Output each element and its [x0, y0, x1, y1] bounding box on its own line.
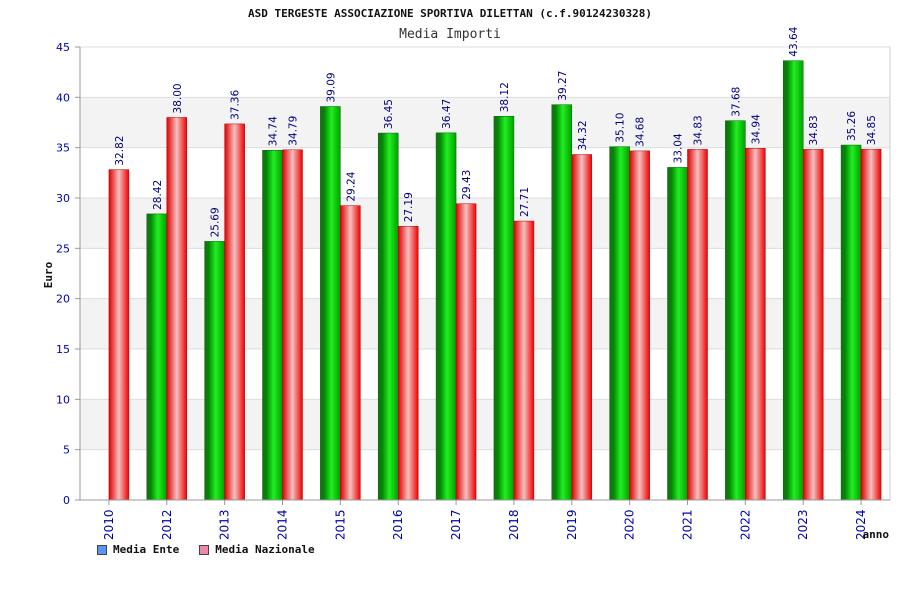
- bar-media-ente: [609, 146, 630, 501]
- bar-media-ente: [262, 150, 283, 501]
- data-label-media-nazionale: 34.83: [693, 115, 705, 145]
- grid-band: [80, 248, 890, 299]
- x-tick-label: 2013: [218, 509, 232, 540]
- bar-media-nazionale: [802, 149, 824, 501]
- grid-band: [80, 349, 890, 400]
- data-label-media-ente: 37.68: [730, 87, 742, 117]
- data-label-media-ente: 38.12: [499, 82, 511, 112]
- bar-media-ente: [204, 241, 225, 501]
- bar-media-ente: [667, 167, 688, 501]
- x-tick-label: 2018: [507, 509, 521, 540]
- data-label-media-nazionale: 38.00: [172, 83, 184, 113]
- data-label-media-nazionale: 34.79: [288, 116, 300, 146]
- legend-swatch-media-nazionale: [199, 544, 210, 555]
- bar-media-nazionale: [108, 169, 130, 501]
- data-label-media-nazionale: 27.19: [403, 192, 415, 222]
- y-tick-label: 5: [63, 444, 70, 457]
- grid-band: [80, 47, 890, 98]
- bar-media-ente: [435, 132, 457, 501]
- bar-media-nazionale: [571, 154, 593, 501]
- chart-subtitle: Media Importi: [399, 27, 501, 42]
- x-tick-label: 2024: [854, 509, 868, 540]
- y-tick-label: 25: [56, 242, 70, 255]
- data-label-media-nazionale: 37.36: [230, 90, 242, 120]
- x-axis-label: anno: [863, 528, 890, 541]
- y-tick-label: 35: [56, 142, 70, 155]
- y-tick-label: 20: [56, 293, 70, 306]
- bar-media-nazionale: [224, 123, 245, 501]
- y-tick-label: 40: [56, 91, 70, 104]
- grid-band: [80, 147, 890, 198]
- bar-media-nazionale: [397, 226, 419, 501]
- bar-media-nazionale: [745, 148, 766, 501]
- bar-media-ente: [146, 213, 168, 501]
- data-label-media-ente: 35.10: [615, 113, 627, 143]
- data-label-media-ente: 25.69: [210, 207, 222, 237]
- grid-band: [80, 399, 890, 450]
- bar-media-ente: [320, 106, 341, 501]
- bar-media-nazionale: [166, 117, 188, 501]
- grid-band: [80, 298, 890, 349]
- bar-media-nazionale: [455, 203, 477, 501]
- y-axis-label: Euro: [42, 261, 55, 288]
- y-tick-label: 30: [56, 192, 70, 205]
- x-tick-label: 2021: [681, 509, 695, 540]
- x-tick-label: 2010: [102, 509, 116, 540]
- data-label-media-nazionale: 29.43: [461, 170, 473, 200]
- data-label-media-ente: 39.27: [557, 71, 569, 101]
- x-tick-label: 2015: [333, 509, 347, 540]
- data-label-media-nazionale: 34.83: [808, 115, 820, 145]
- grid-band: [80, 97, 890, 148]
- bar-media-ente: [551, 104, 573, 501]
- legend-label-media-ente: Media Ente: [113, 543, 180, 556]
- data-label-media-nazionale: 34.68: [635, 117, 647, 147]
- data-label-media-nazionale: 34.32: [577, 120, 589, 150]
- data-label-media-nazionale: 34.94: [750, 114, 762, 144]
- bar-media-ente: [725, 120, 746, 501]
- data-label-media-nazionale: 27.71: [519, 187, 531, 217]
- bar-media-nazionale: [629, 150, 650, 501]
- bar-media-nazionale: [687, 149, 708, 501]
- data-label-media-ente: 33.04: [673, 133, 685, 163]
- bar-media-nazionale: [513, 220, 535, 501]
- grid-band: [80, 198, 890, 249]
- legend-swatch-media-ente: [97, 544, 107, 555]
- legend-item-media-nazionale: Media Nazionale: [199, 543, 315, 556]
- x-tick-label: 2023: [796, 509, 810, 540]
- x-tick-label: 2019: [565, 509, 579, 540]
- x-tick-label: 2012: [160, 509, 174, 540]
- data-label-media-ente: 36.47: [441, 99, 453, 129]
- x-tick-label: 2017: [449, 509, 463, 540]
- data-label-media-ente: 43.64: [788, 26, 800, 56]
- bar-media-nazionale: [340, 205, 361, 501]
- data-label-media-nazionale: 32.82: [114, 136, 126, 166]
- data-label-media-ente: 34.74: [268, 116, 280, 146]
- data-label-media-ente: 39.09: [325, 72, 337, 102]
- legend-label-media-nazionale: Media Nazionale: [215, 543, 315, 556]
- x-tick-label: 2016: [391, 509, 405, 540]
- bar-media-ente: [840, 144, 862, 501]
- grid-band: [80, 449, 890, 500]
- bar-media-ente: [782, 60, 804, 501]
- bar-media-ente: [493, 116, 515, 501]
- data-label-media-ente: 28.42: [152, 180, 164, 210]
- chart-title: ASD TERGESTE ASSOCIAZIONE SPORTIVA DILET…: [248, 7, 652, 20]
- y-tick-label: 0: [63, 494, 70, 507]
- data-label-media-ente: 36.45: [383, 99, 395, 129]
- x-tick-label: 2020: [623, 509, 637, 540]
- data-label-media-ente: 35.26: [846, 111, 858, 141]
- y-tick-label: 10: [56, 393, 70, 406]
- bar-media-nazionale: [860, 148, 882, 501]
- bar-media-ente: [377, 132, 399, 501]
- data-label-media-nazionale: 29.24: [345, 171, 357, 201]
- legend-item-media-ente: Media Ente: [97, 543, 179, 556]
- data-label-media-nazionale: 34.85: [866, 115, 878, 145]
- legend: Media Ente Media Nazionale: [97, 543, 315, 556]
- y-tick-label: 15: [56, 343, 70, 356]
- y-tick-label: 45: [56, 41, 70, 54]
- x-tick-label: 2022: [738, 509, 752, 540]
- x-tick-label: 2014: [276, 509, 290, 540]
- bar-media-nazionale: [282, 149, 303, 501]
